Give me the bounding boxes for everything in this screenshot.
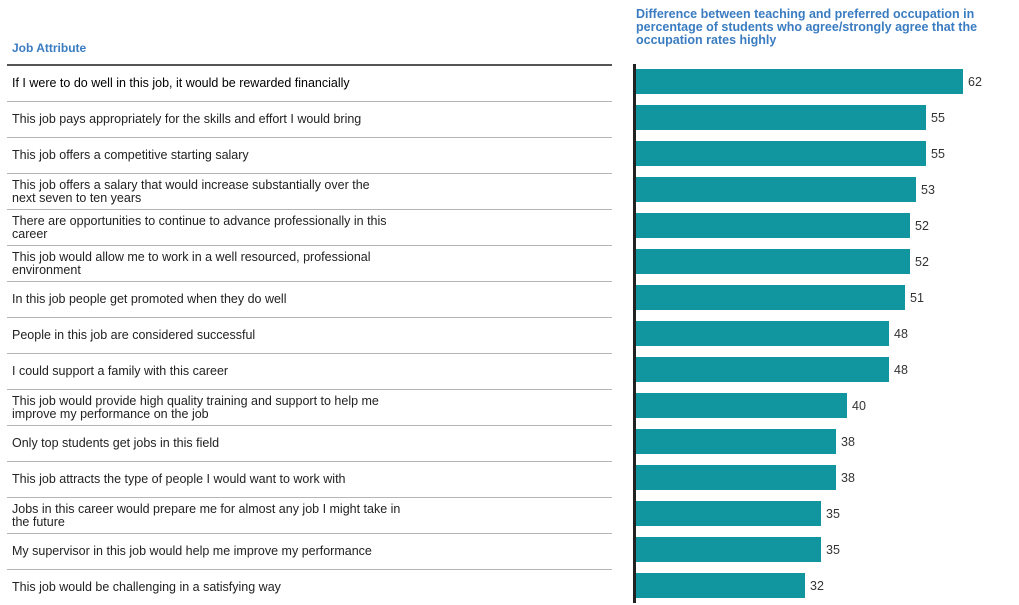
bar-value-label: 53 <box>921 183 935 197</box>
attribute-label-text: I could support a family with this caree… <box>12 364 229 378</box>
bar <box>636 105 926 130</box>
bar-value-label: 38 <box>841 471 855 485</box>
row-separator <box>7 209 612 210</box>
header-rule <box>7 64 612 66</box>
attribute-label-text: If I were to do well in this job, it wou… <box>12 76 350 90</box>
bar <box>636 429 836 454</box>
row-separator <box>7 281 612 282</box>
bar-value-label: 51 <box>910 291 924 305</box>
bar-value-label: 62 <box>968 75 982 89</box>
row-separator <box>7 533 612 534</box>
attribute-label-text: This job would provide high quality trai… <box>12 393 379 421</box>
attribute-label: This job offers a competitive starting s… <box>12 138 572 173</box>
bar <box>636 465 836 490</box>
attribute-label: This job would be challenging in a satis… <box>12 570 572 605</box>
attribute-label: If I were to do well in this job, it wou… <box>12 66 572 101</box>
row-separator <box>7 101 612 102</box>
bar <box>636 393 847 418</box>
attribute-label-text: This job offers a salary that would incr… <box>12 177 370 205</box>
attribute-label: In this job people get promoted when the… <box>12 282 572 317</box>
row-separator <box>7 461 612 462</box>
row-separator <box>7 497 612 498</box>
row-separator <box>7 389 612 390</box>
bar <box>636 285 905 310</box>
bar-value-label: 55 <box>931 147 945 161</box>
row-separator <box>7 353 612 354</box>
attribute-label: I could support a family with this caree… <box>12 354 572 389</box>
row-separator <box>7 425 612 426</box>
attribute-label: This job would provide high quality trai… <box>12 390 572 425</box>
bar-value-label: 52 <box>915 219 929 233</box>
bar-value-label: 52 <box>915 255 929 269</box>
bar <box>636 537 821 562</box>
bar-value-label: 32 <box>810 579 824 593</box>
bar <box>636 321 889 346</box>
bar-value-label: 48 <box>894 363 908 377</box>
attribute-label: This job pays appropriately for the skil… <box>12 102 572 137</box>
attribute-label: There are opportunities to continue to a… <box>12 210 572 245</box>
chart-axis-line <box>633 64 636 603</box>
row-separator <box>7 317 612 318</box>
attribute-label-text: Jobs in this career would prepare me for… <box>12 501 401 529</box>
attribute-label-text: People in this job are considered succes… <box>12 328 256 342</box>
attribute-label-text: This job would be challenging in a satis… <box>12 580 281 594</box>
attribute-label: This job offers a salary that would incr… <box>12 174 572 209</box>
bar <box>636 501 821 526</box>
attribute-label: My supervisor in this job would help me … <box>12 534 572 569</box>
column-header-job-attribute: Job Attribute <box>12 41 87 55</box>
attribute-label: Only top students get jobs in this field <box>12 426 572 461</box>
row-separator <box>7 569 612 570</box>
attribute-label: This job attracts the type of people I w… <box>12 462 572 497</box>
bar-value-label: 40 <box>852 399 866 413</box>
bar <box>636 357 889 382</box>
bar <box>636 69 963 94</box>
column-header-difference: Difference between teaching and preferre… <box>636 7 978 47</box>
attribute-label-text: This job pays appropriately for the skil… <box>12 112 362 126</box>
attribute-label: People in this job are considered succes… <box>12 318 572 353</box>
attribute-label-text: This job attracts the type of people I w… <box>12 472 346 486</box>
attribute-label-text: There are opportunities to continue to a… <box>12 213 387 241</box>
attribute-label: Jobs in this career would prepare me for… <box>12 498 572 533</box>
bar <box>636 177 916 202</box>
bar-value-label: 48 <box>894 327 908 341</box>
row-separator <box>7 173 612 174</box>
attribute-label-text: This job offers a competitive starting s… <box>12 148 249 162</box>
bar-value-label: 35 <box>826 507 840 521</box>
attribute-label-text: Only top students get jobs in this field <box>12 436 220 450</box>
attribute-label-text: This job would allow me to work in a wel… <box>12 249 371 277</box>
row-separator <box>7 137 612 138</box>
bar <box>636 249 910 274</box>
bar-value-label: 55 <box>931 111 945 125</box>
bar <box>636 213 910 238</box>
bar-value-label: 35 <box>826 543 840 557</box>
bar-value-label: 38 <box>841 435 855 449</box>
attribute-label-text: My supervisor in this job would help me … <box>12 544 372 558</box>
bar <box>636 141 926 166</box>
bar <box>636 573 805 598</box>
attribute-label: This job would allow me to work in a wel… <box>12 246 572 281</box>
row-separator <box>7 245 612 246</box>
attribute-label-text: In this job people get promoted when the… <box>12 292 287 306</box>
